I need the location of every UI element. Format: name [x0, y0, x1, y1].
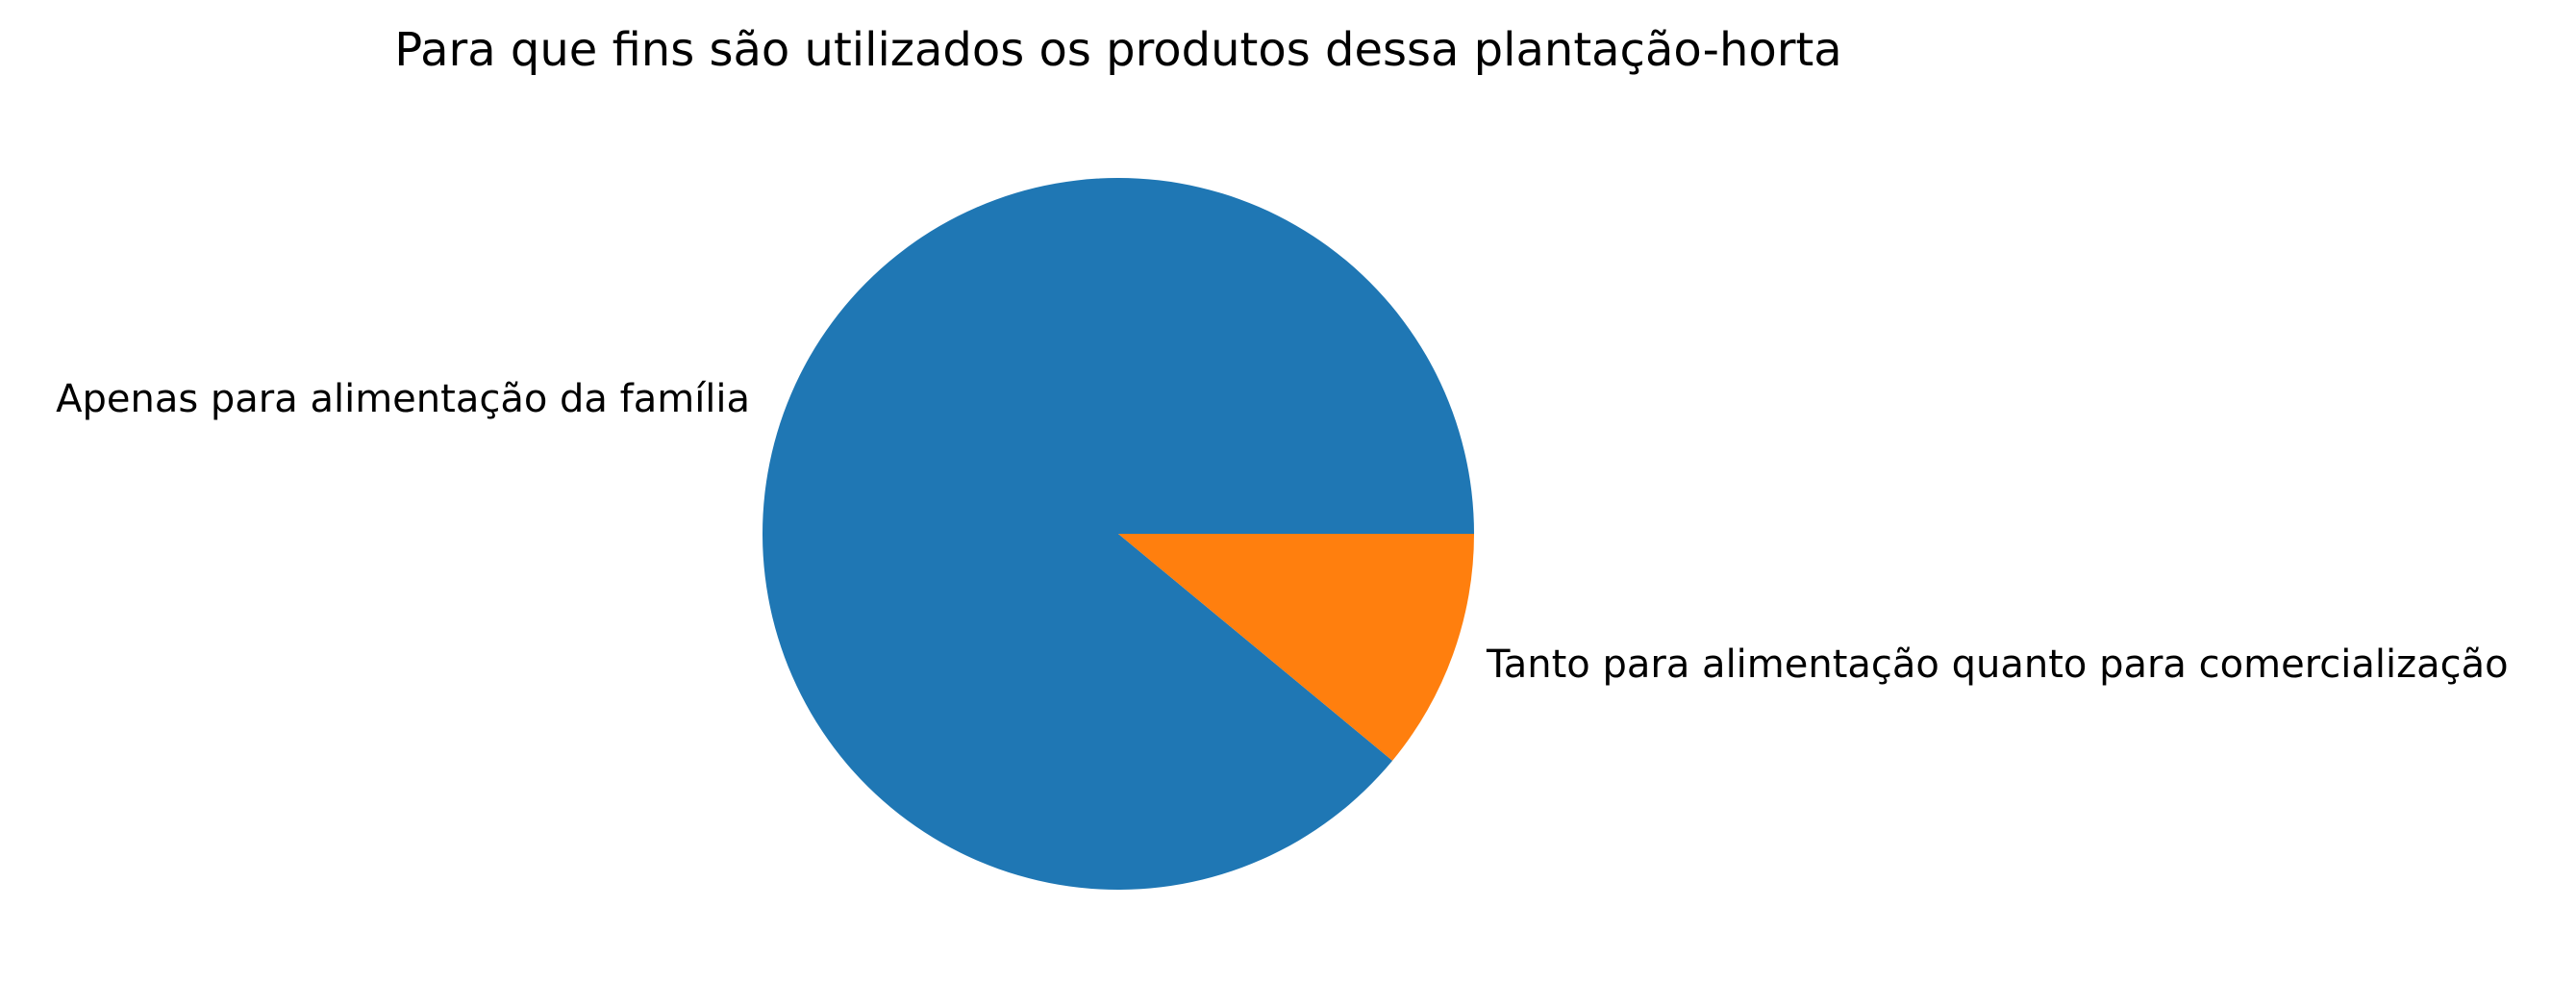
slice-label-apenas-para-alimentacao-da-familia: Apenas para alimentação da família — [56, 377, 750, 421]
chart-title: Para que fins são utilizados os produtos… — [394, 23, 1841, 77]
slice-labels: Apenas para alimentação da família Tanto … — [56, 377, 2508, 687]
pie-slices — [762, 177, 1474, 891]
pie-slice-tanto-para-alimentacao-quanto-para-comercializacao — [1118, 534, 1474, 761]
slice-label-tanto-para-alimentacao-quanto-para-comercializacao: Tanto para alimentação quanto para comer… — [1486, 643, 2509, 687]
